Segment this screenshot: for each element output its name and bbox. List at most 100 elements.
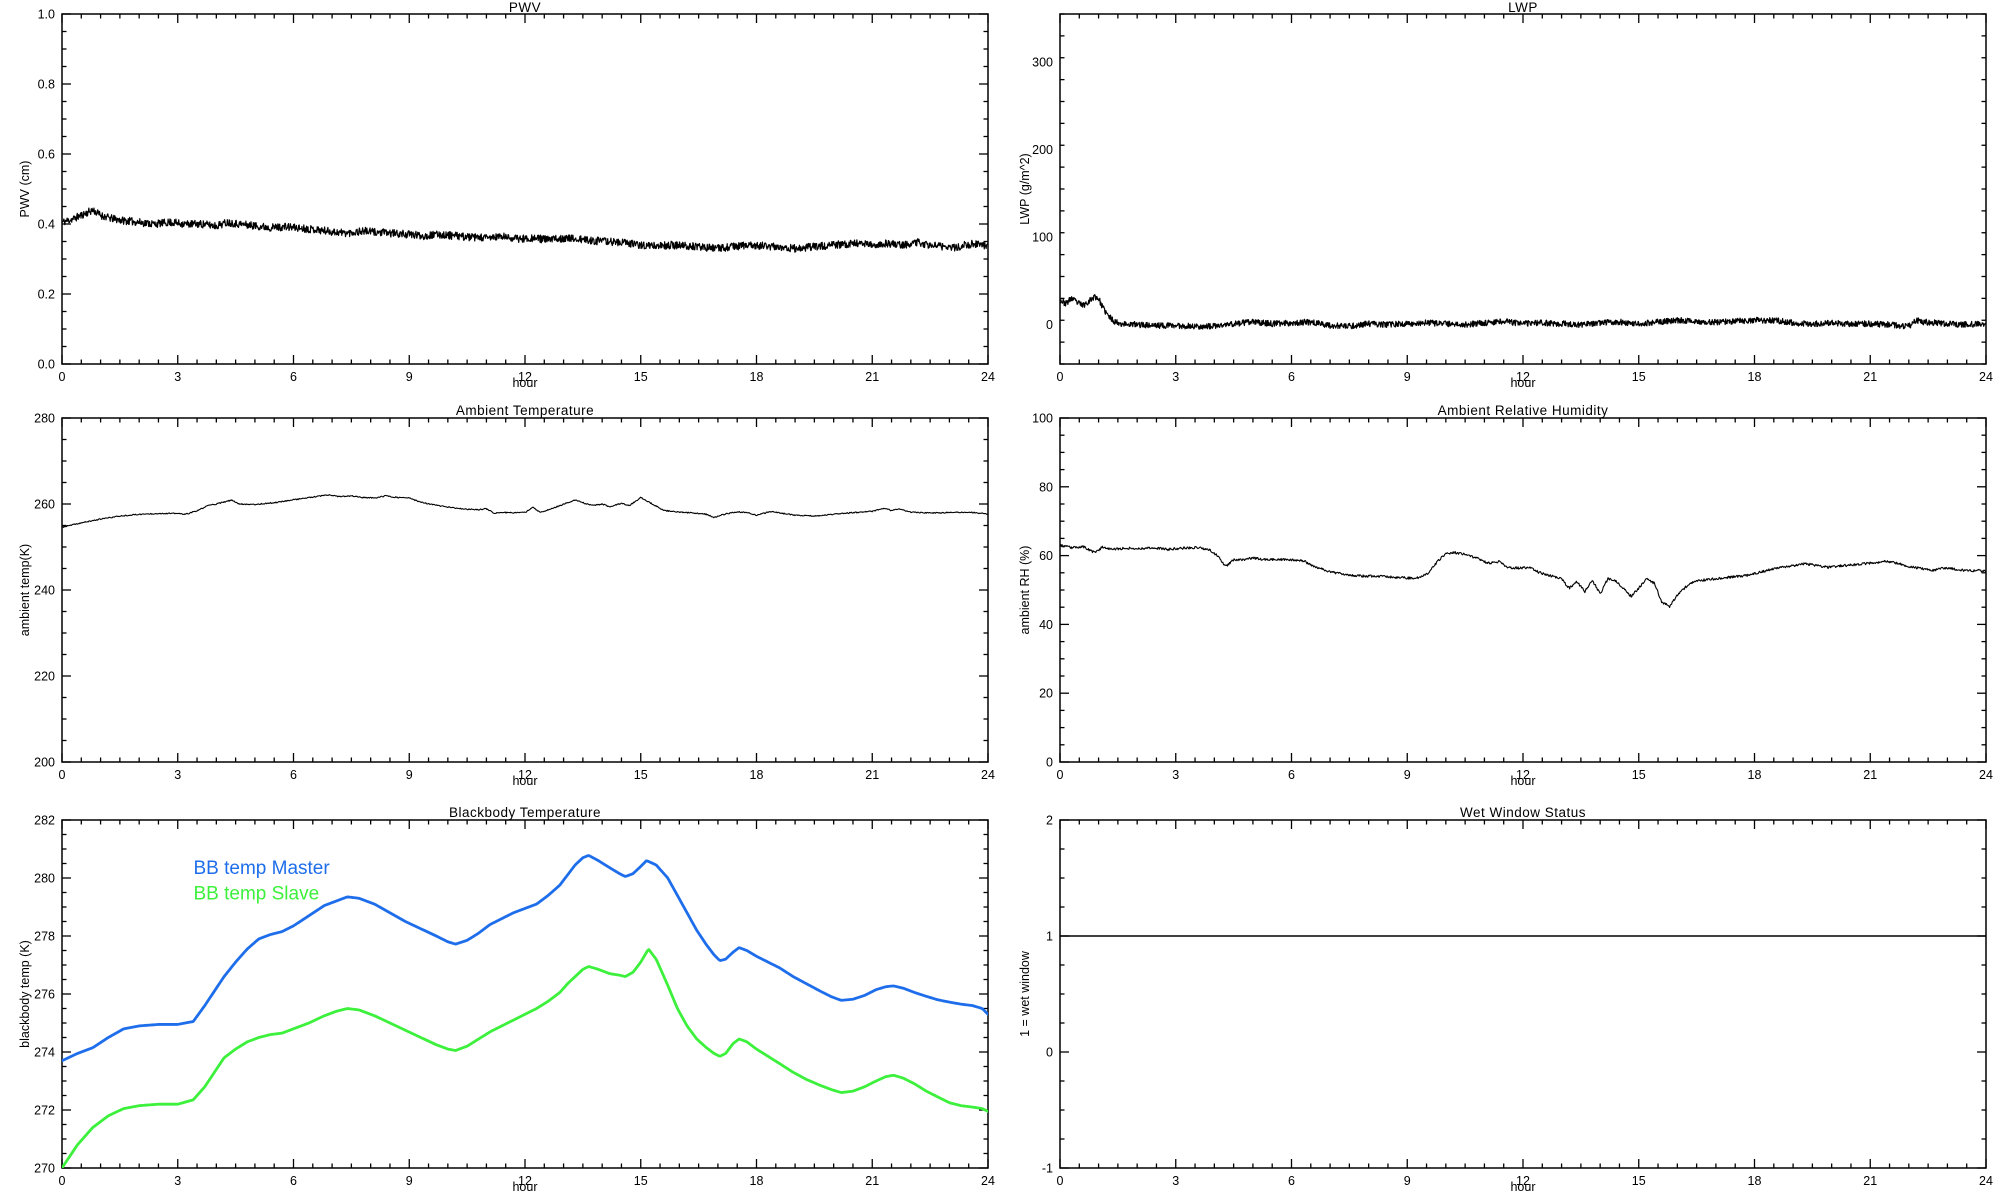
pwv-trace (62, 207, 988, 253)
x-tick-label: 18 (1748, 1174, 1762, 1188)
panel-title-ambient-rh: Ambient Relative Humidity (1437, 403, 1609, 418)
panel-title-wet-window-status: Wet Window Status (1459, 805, 1587, 820)
y-tick-label: 40 (1039, 618, 1053, 632)
x-tick-label: 0 (1057, 768, 1064, 782)
x-tick-label: 6 (1288, 370, 1295, 384)
x-tick-label: 6 (1288, 768, 1295, 782)
panel-title-pwv: PWV (508, 0, 542, 15)
panel-title-ambient-temp: Ambient Temperature (455, 403, 595, 418)
x-tick-label: 18 (750, 768, 764, 782)
x-tick-label: 6 (290, 370, 297, 384)
x-tick-label: 9 (1404, 370, 1411, 384)
y-axis-label-blackbody-temp: blackbody temp (K) (18, 940, 32, 1048)
panel-ambient-temperature: 0 3 6 9 12 15 18 21 24 200 220 240 260 280 (34, 412, 995, 783)
x-tick-label: 6 (290, 768, 297, 782)
panel-title-lwp: LWP (1508, 0, 1538, 15)
panel-blackbody-temperature: 0 3 6 9 12 15 18 21 24 270 272 274 276 278 280 282 BB te… (34, 814, 995, 1189)
x-tick-label: 15 (634, 1174, 648, 1188)
x-tick-label: 18 (750, 1174, 764, 1188)
bb-temp-master (62, 854, 988, 1063)
x-tick-label: 3 (1172, 768, 1179, 782)
y-axis-label-ambient-rh: ambient RH (%) (1018, 545, 1032, 635)
y-tick-label: 0.4 (38, 218, 55, 232)
x-tick-label: 0 (59, 768, 66, 782)
ambient-temp-trace (62, 494, 988, 528)
x-tick-label: 24 (1979, 370, 1993, 384)
x-tick-label: 12 (1516, 768, 1530, 782)
y-tick-label: 274 (34, 1046, 55, 1060)
x-axis-label-ambient-rh: hour (1510, 774, 1536, 788)
x-tick-label: 18 (1748, 768, 1762, 782)
x-tick-label: 18 (750, 370, 764, 384)
x-tick-label: 3 (174, 768, 181, 782)
legend-bb-temp-slave: BB temp Slave (193, 883, 319, 904)
y-tick-label: 1 (1046, 930, 1053, 944)
x-tick-label: 0 (59, 1174, 66, 1188)
y-tick-label: 0 (1046, 318, 1053, 332)
x-tick-label: 0 (1057, 1174, 1064, 1188)
y-tick-label: 280 (34, 872, 55, 886)
x-tick-label: 3 (174, 1174, 181, 1188)
x-tick-label: 21 (865, 1174, 879, 1188)
y-tick-label: 220 (34, 670, 55, 684)
x-tick-label: 21 (1863, 370, 1877, 384)
y-tick-label: 0 (1046, 756, 1053, 770)
x-tick-label: 3 (1172, 1174, 1179, 1188)
x-tick-label: 12 (518, 370, 532, 384)
y-tick-label: -1 (1042, 1162, 1053, 1176)
x-tick-label: 9 (406, 370, 413, 384)
x-tick-label: 6 (290, 1174, 297, 1188)
x-tick-label: 0 (1057, 370, 1064, 384)
x-axis-label-ambient-temp: hour (512, 774, 538, 788)
y-tick-label: 100 (1032, 231, 1053, 245)
panel-ambient-relative-humidity: 0 3 6 9 12 15 18 21 24 0 20 40 60 80 100 (1032, 412, 1993, 783)
y-tick-label: 270 (34, 1162, 55, 1176)
y-tick-label: 200 (1032, 143, 1053, 157)
y-tick-label: 0.2 (38, 288, 55, 302)
y-tick-label: 276 (34, 988, 55, 1002)
x-tick-label: 3 (1172, 370, 1179, 384)
x-tick-label: 12 (1516, 370, 1530, 384)
x-tick-label: 12 (518, 768, 532, 782)
legend-bb-temp-master: BB temp Master (193, 858, 330, 879)
lwp-trace (1060, 294, 1986, 330)
y-tick-label: 240 (34, 584, 55, 598)
y-tick-label: 200 (34, 756, 55, 770)
y-tick-label: 2 (1046, 814, 1053, 828)
x-tick-label: 0 (59, 370, 66, 384)
y-tick-label: 260 (34, 498, 55, 512)
bb-temp-slave (62, 948, 988, 1168)
x-tick-label: 21 (1863, 1174, 1877, 1188)
x-tick-label: 12 (1516, 1174, 1530, 1188)
y-tick-label: 300 (1032, 56, 1053, 70)
panel-title-blackbody-temp: Blackbody Temperature (448, 805, 602, 820)
x-tick-label: 15 (1632, 768, 1646, 782)
x-tick-label: 15 (634, 370, 648, 384)
panel-pwv: 0 3 6 9 12 15 18 21 24 0.0 0.2 0.4 0.6 0.8 1.0 (38, 8, 995, 385)
y-tick-label: 80 (1039, 480, 1053, 494)
y-tick-label: 100 (1032, 412, 1053, 426)
y-tick-label: 1.0 (38, 8, 55, 22)
y-tick-label: 278 (34, 930, 55, 944)
panel-lwp: 0 3 6 9 12 15 18 21 24 0 100 200 300 (1032, 13, 1993, 384)
y-tick-label: 282 (34, 814, 55, 828)
x-tick-label: 21 (865, 768, 879, 782)
x-axis-label-lwp: hour (1510, 376, 1536, 390)
x-tick-label: 9 (406, 768, 413, 782)
x-tick-label: 24 (1979, 1174, 1993, 1188)
y-axis-label-pwv: PWV (cm) (18, 160, 32, 218)
x-tick-label: 15 (1632, 1174, 1646, 1188)
x-axis-label-pwv: hour (512, 376, 538, 390)
x-tick-label: 24 (981, 768, 995, 782)
y-tick-label: 0.0 (38, 358, 55, 372)
x-tick-label: 12 (518, 1174, 532, 1188)
x-tick-label: 3 (174, 370, 181, 384)
x-tick-label: 18 (1748, 370, 1762, 384)
x-axis-label-wet-window: hour (1510, 1180, 1536, 1194)
x-tick-label: 6 (1288, 1174, 1295, 1188)
x-tick-label: 9 (406, 1174, 413, 1188)
y-tick-label: 60 (1039, 549, 1053, 563)
